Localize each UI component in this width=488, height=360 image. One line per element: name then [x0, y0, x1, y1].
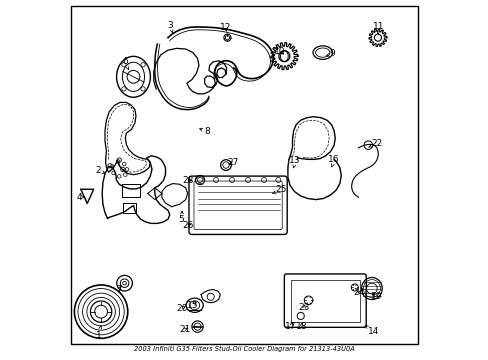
Text: 17: 17	[285, 322, 296, 331]
Text: 28: 28	[182, 176, 194, 185]
Text: 2: 2	[95, 166, 105, 175]
Bar	[290, 280, 359, 321]
Text: 5: 5	[178, 211, 183, 224]
Text: 27: 27	[227, 158, 238, 167]
Text: 6: 6	[122, 57, 128, 69]
Text: 24: 24	[353, 288, 364, 297]
Text: 13: 13	[289, 156, 300, 168]
Text: 11: 11	[372, 22, 384, 34]
Text: 1: 1	[96, 326, 102, 340]
Text: 8: 8	[199, 127, 209, 136]
FancyBboxPatch shape	[194, 181, 282, 229]
FancyBboxPatch shape	[284, 274, 366, 327]
Text: 7: 7	[116, 285, 122, 294]
Text: 12: 12	[220, 23, 231, 32]
Text: 18: 18	[295, 322, 306, 331]
Text: 3: 3	[167, 21, 173, 33]
Text: 16: 16	[328, 155, 339, 167]
Text: 2003 Infiniti G35 Filters Stud-Oil Cooler Diagram for 21313-43U0A: 2003 Infiniti G35 Filters Stud-Oil Coole…	[134, 346, 354, 352]
FancyBboxPatch shape	[188, 176, 286, 234]
Text: 25: 25	[272, 185, 286, 194]
Text: 26: 26	[182, 221, 193, 230]
Text: 14: 14	[364, 325, 378, 336]
Text: 9: 9	[326, 49, 335, 58]
Text: 20: 20	[176, 303, 187, 312]
Text: 22: 22	[368, 139, 382, 148]
Text: 10: 10	[273, 47, 285, 56]
Text: 23: 23	[298, 303, 309, 312]
Text: 4: 4	[76, 193, 84, 202]
Text: 19: 19	[370, 292, 382, 301]
Text: 21: 21	[179, 325, 190, 334]
Text: 15: 15	[187, 301, 198, 310]
